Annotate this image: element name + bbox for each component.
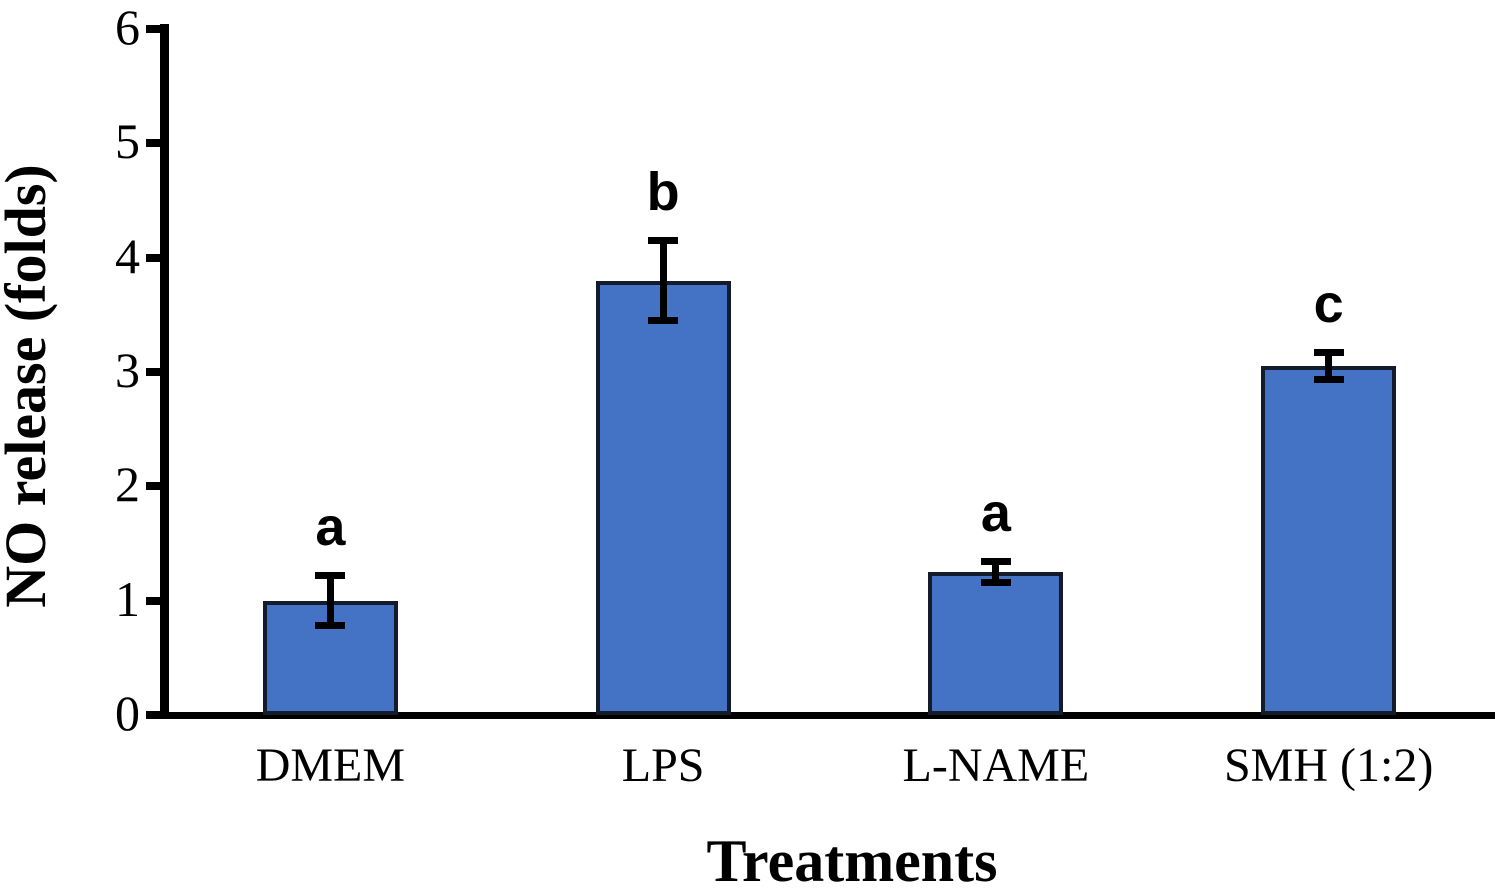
y-tick-label: 2 bbox=[115, 456, 140, 513]
error-bar-top-cap bbox=[315, 572, 346, 580]
error-bar-top-cap bbox=[648, 237, 679, 245]
category-label: SMH (1:2) bbox=[1223, 739, 1434, 792]
error-bar-line bbox=[1325, 349, 1333, 384]
error-bar-top-cap bbox=[980, 558, 1011, 566]
significance-letter: c bbox=[1313, 274, 1344, 335]
y-tick bbox=[146, 482, 160, 491]
error-bar-bottom-cap bbox=[980, 578, 1011, 586]
significance-letter: b bbox=[646, 162, 680, 223]
y-tick-label: 4 bbox=[115, 227, 140, 284]
category-label: L-NAME bbox=[902, 739, 1090, 792]
y-tick bbox=[146, 25, 160, 34]
y-tick bbox=[146, 139, 160, 148]
error-bar-bottom-cap bbox=[315, 622, 346, 630]
bar bbox=[928, 572, 1064, 715]
y-tick-label: 5 bbox=[115, 113, 140, 170]
y-tick-label: 6 bbox=[115, 0, 140, 56]
y-tick-label: 3 bbox=[115, 342, 140, 398]
significance-letter: a bbox=[315, 497, 346, 558]
y-tick-label: 1 bbox=[115, 570, 140, 627]
y-tick-label: 0 bbox=[115, 685, 140, 741]
error-bar-line bbox=[659, 237, 667, 324]
y-tick bbox=[146, 711, 160, 719]
error-bar-line bbox=[326, 572, 334, 630]
error-bar-line bbox=[992, 558, 1000, 586]
bar bbox=[262, 600, 398, 715]
significance-letter: a bbox=[980, 483, 1011, 544]
category-label: DMEM bbox=[255, 739, 406, 792]
bar bbox=[1261, 366, 1397, 715]
y-axis-line bbox=[160, 24, 169, 719]
y-tick bbox=[146, 368, 160, 376]
bar bbox=[595, 280, 731, 715]
y-tick bbox=[146, 596, 160, 605]
error-bar-top-cap bbox=[1313, 349, 1344, 357]
error-bar-bottom-cap bbox=[1313, 376, 1344, 384]
y-tick bbox=[146, 253, 160, 262]
x-axis-title: Treatments bbox=[706, 828, 998, 894]
error-bar-bottom-cap bbox=[648, 316, 679, 324]
x-axis-line bbox=[160, 712, 1495, 719]
category-label: LPS bbox=[621, 739, 705, 792]
